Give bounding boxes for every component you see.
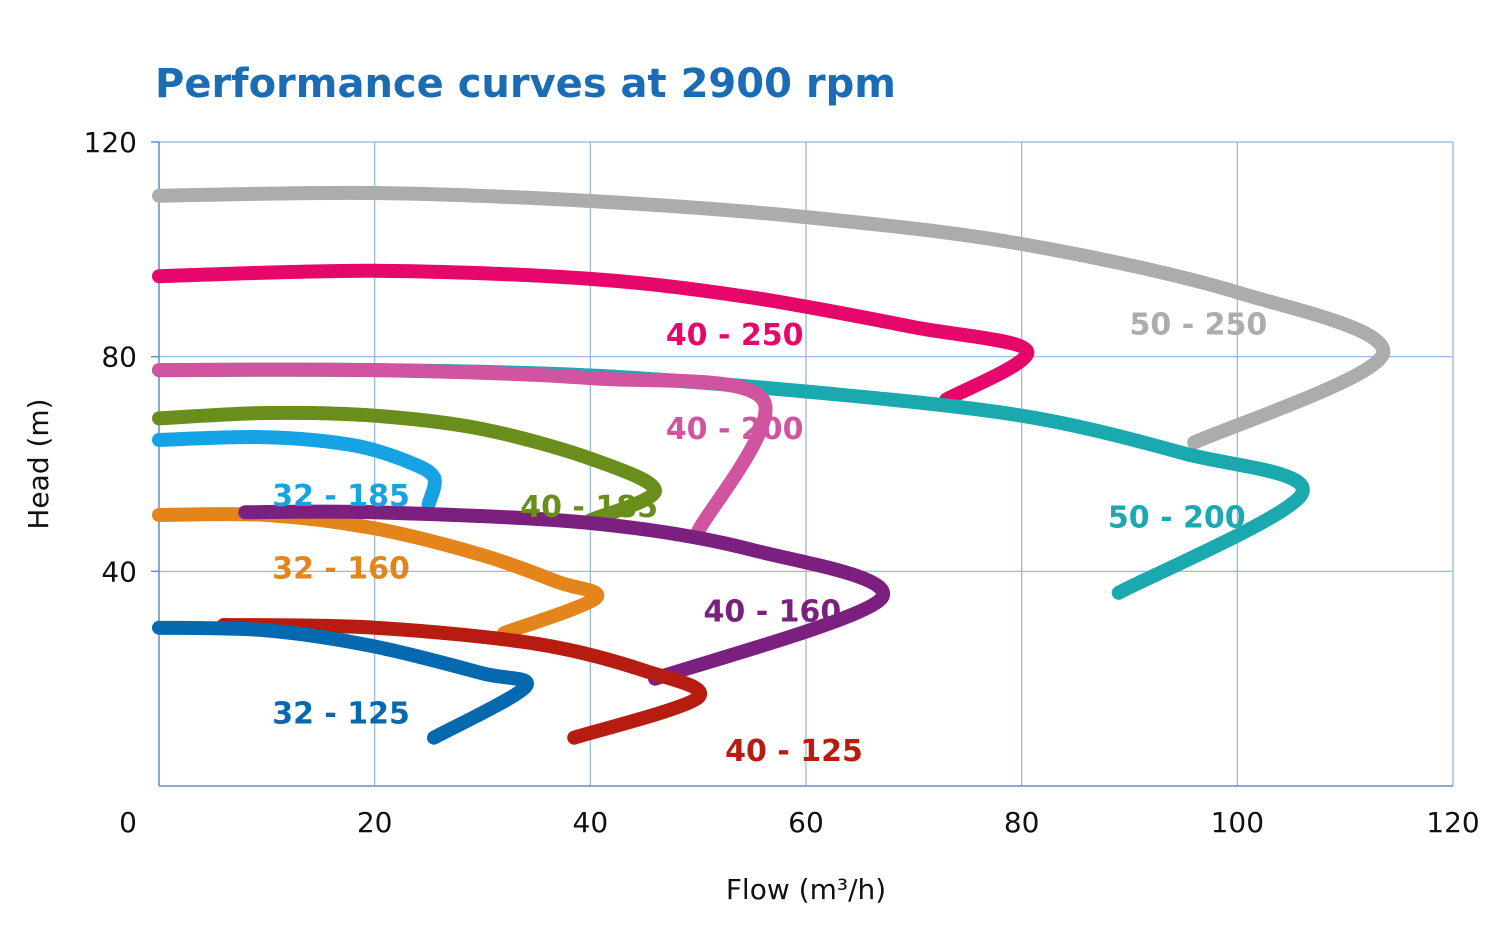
x-axis-label: Flow (m³/h) <box>726 873 886 906</box>
series-label-40-250: 40 - 250 <box>666 318 804 353</box>
x-tick-label-100: 100 <box>1211 806 1264 839</box>
y-tick-label-120: 120 <box>84 126 137 159</box>
ticks: 0 20 40 60 80 100 120 40 80 120 <box>84 126 1480 839</box>
series-label-32-160: 32 - 160 <box>272 552 410 587</box>
curve-32-125 <box>152 620 534 745</box>
series-label-40-200: 40 - 200 <box>666 412 804 447</box>
series-label-40-185: 40 - 185 <box>520 490 658 525</box>
series-labels: 50 - 250 40 - 250 50 - 200 40 - 200 40 - 185… <box>272 307 1267 769</box>
curve-32-185 <box>152 430 442 512</box>
curve-40-200 <box>152 362 773 539</box>
y-axis-label: Head (m) <box>22 398 55 529</box>
x-tick-label-40: 40 <box>573 806 609 839</box>
curve-40-250 <box>152 263 1035 407</box>
curves <box>152 185 1390 745</box>
x-tick-label-80: 80 <box>1004 806 1040 839</box>
series-label-50-250: 50 - 250 <box>1130 307 1268 342</box>
curve-50-250 <box>152 185 1390 450</box>
x-tick-label-60: 60 <box>788 806 824 839</box>
curve-40-125 <box>216 618 708 745</box>
x-tick-label-20: 20 <box>357 806 393 839</box>
series-label-50-200: 50 - 200 <box>1108 501 1246 536</box>
curve-40-160 <box>238 504 891 686</box>
series-label-32-125: 32 - 125 <box>272 697 410 732</box>
y-tick-label-40: 40 <box>101 555 137 588</box>
chart-title: Performance curves at 2900 rpm <box>155 61 896 107</box>
curve-40-185 <box>152 405 662 528</box>
series-label-40-125: 40 - 125 <box>725 734 863 769</box>
series-label-32-185: 32 - 185 <box>272 479 410 514</box>
x-tick-label-0: 0 <box>119 806 137 839</box>
series-label-40-160: 40 - 160 <box>704 595 842 630</box>
y-tick-label-80: 80 <box>101 341 137 374</box>
x-tick-label-120: 120 <box>1426 806 1479 839</box>
